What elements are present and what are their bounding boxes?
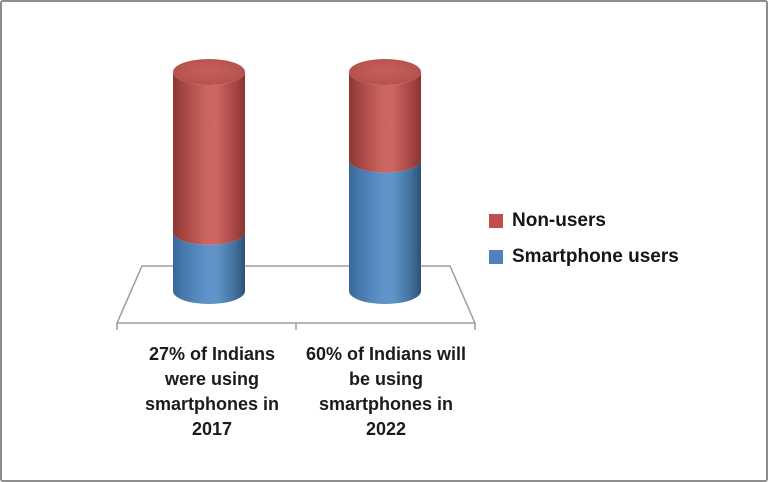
smartphone-users-swatch xyxy=(489,250,503,264)
cylinder-2022-non-users-segment xyxy=(349,72,421,173)
cylinder-2017-top-cap xyxy=(173,59,245,85)
category-label-line: 2022 xyxy=(365,419,407,439)
category-label-line: 27% of Indians xyxy=(148,344,276,364)
non-users-swatch xyxy=(489,214,503,228)
cylinder-2022-smartphone-users-segment xyxy=(349,159,421,304)
floor-plane xyxy=(115,265,477,324)
category-label-2017: 27% of Indians were using smartphones in… xyxy=(120,342,304,442)
legend-label-smartphone-users: Smartphone users xyxy=(512,246,679,267)
category-label-line: were using xyxy=(164,369,260,389)
cylinders-group xyxy=(173,59,421,304)
cylinder-2017-smartphone-users-segment xyxy=(173,231,245,304)
legend-item-smartphone-users: Smartphone users xyxy=(489,246,679,267)
cylinder-2022-top-cap xyxy=(349,59,421,85)
category-label-line: smartphones in xyxy=(144,394,280,414)
legend: Non-users Smartphone users xyxy=(489,210,679,267)
category-label-line: smartphones in xyxy=(318,394,454,414)
category-label-line: 60% of Indians will xyxy=(305,344,467,364)
cylinder-2017-non-users-segment xyxy=(173,72,245,245)
category-label-2022: 60% of Indians will be using smartphones… xyxy=(294,342,478,442)
chart-floor xyxy=(115,265,477,330)
category-label-line: 2017 xyxy=(191,419,233,439)
legend-item-non-users: Non-users xyxy=(489,210,679,231)
category-label-line: be using xyxy=(348,369,423,389)
legend-label-non-users: Non-users xyxy=(512,210,606,231)
